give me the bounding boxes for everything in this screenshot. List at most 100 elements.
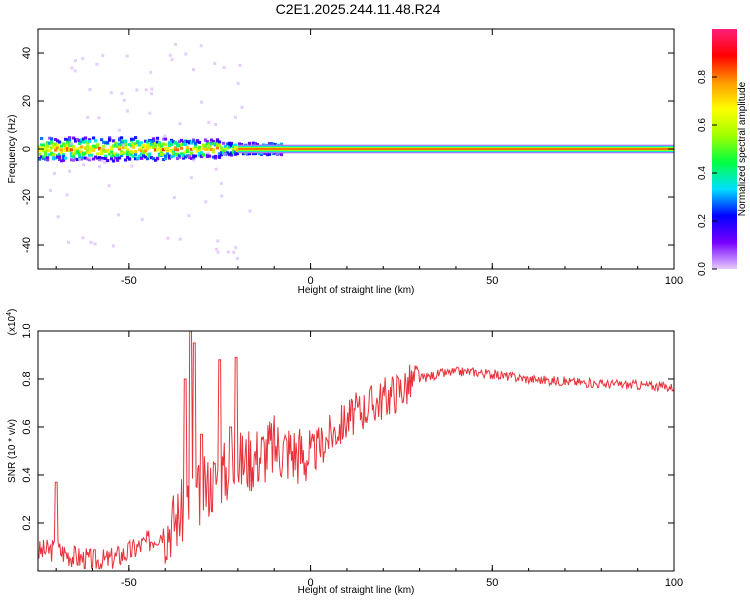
spectrogram-cell <box>149 156 154 160</box>
spectrogram-cell <box>187 141 192 145</box>
spectrogram-cell <box>137 148 142 152</box>
spectrogram-cell <box>39 146 44 150</box>
spectrogram-cell <box>215 139 220 143</box>
spectrogram-cell <box>119 154 124 158</box>
spectrogram-cell <box>111 139 116 143</box>
spectrogram-cell <box>65 144 70 148</box>
spectrogram-cell <box>95 145 100 149</box>
spectrogram-cell <box>45 145 50 149</box>
spectrogram-speck <box>214 247 218 251</box>
spectrogram-cell <box>95 156 100 160</box>
spectrogram-cell <box>209 142 214 146</box>
colorbar-tick-label: 0.0 <box>697 262 708 276</box>
spectrogram-cell <box>105 149 110 153</box>
spectrogram-speck <box>73 69 77 73</box>
spectrogram-cell <box>79 150 84 154</box>
spectrogram-cell <box>71 136 76 140</box>
spectrogram-speck <box>68 169 72 173</box>
spectrogram-cell <box>41 155 46 159</box>
spectrogram-cell <box>38 148 42 152</box>
spectrogram-speck <box>216 239 220 243</box>
spectrogram-cell <box>161 148 166 152</box>
spectrogram-cell <box>155 136 160 140</box>
spectrogram-cell <box>143 139 148 143</box>
spectrogram-speck <box>216 250 220 254</box>
spectrogram-cell <box>173 141 178 145</box>
spectrogram-cell <box>47 153 52 157</box>
spectrogram-cell <box>205 142 210 146</box>
spectrogram-cell <box>153 141 158 145</box>
spectrogram-speck <box>107 184 111 188</box>
spectrogram-speck <box>67 240 71 244</box>
spectrogram-speck <box>248 209 252 213</box>
spectrogram-cell <box>125 150 130 154</box>
spectrogram-cell <box>63 156 68 160</box>
spectrogram-cell <box>77 151 82 155</box>
spectrogram-cell <box>221 149 226 153</box>
spectrogram-cell <box>167 143 172 147</box>
spectrogram-cell <box>157 141 162 145</box>
spectrogram-cell <box>129 144 134 148</box>
spectrogram-cell <box>39 143 44 147</box>
spectrogram-cell <box>41 143 46 147</box>
spectrogram-cell <box>75 137 80 141</box>
spectrogram-cell <box>101 156 106 160</box>
snr-scale-exponent: 4 <box>6 312 13 316</box>
snr-plot-area <box>38 331 674 571</box>
spectrogram-cell <box>67 143 72 147</box>
spectrogram-cell <box>169 140 174 144</box>
spectrogram-cell <box>175 157 180 161</box>
spectrogram-cell <box>179 146 184 150</box>
spectrogram-cell <box>155 140 160 144</box>
spectrogram-cell <box>117 156 122 160</box>
spectrogram-cell <box>219 146 224 150</box>
spectrogram-cell <box>189 141 194 145</box>
spectrogram-cell <box>265 153 270 157</box>
spectrogram-cell <box>169 143 174 147</box>
spectrogram-cell <box>187 155 192 159</box>
snr-scale-base: (x10 <box>7 315 18 335</box>
spectrogram-cell <box>99 148 104 152</box>
spectrogram-cell <box>117 142 122 146</box>
spectrogram-cell <box>55 146 60 150</box>
spectrogram-cell <box>155 157 160 161</box>
spectrogram-cell <box>129 137 134 141</box>
spectrogram-cell <box>83 136 88 140</box>
spectrogram-cell <box>77 154 82 158</box>
spectrogram-cell <box>181 153 186 157</box>
spectrogram-cell <box>49 151 54 155</box>
spectrogram-cell <box>141 145 146 149</box>
spectrogram-cell <box>163 137 168 141</box>
spectrogram-cell <box>223 149 228 153</box>
spectrogram-speck <box>117 128 121 132</box>
spectrogram-cell <box>133 136 138 140</box>
spectrogram-cell <box>145 147 150 151</box>
spectrogram-cell <box>161 158 166 162</box>
spectrogram-cell <box>45 141 50 145</box>
spectrogram-cell <box>135 140 140 144</box>
spectrogram-cell <box>233 143 238 147</box>
spectrogram-speck <box>172 195 176 199</box>
spectrogram-cell <box>115 153 120 157</box>
spectrogram-cell <box>107 152 112 156</box>
spectrogram-cell <box>207 154 212 158</box>
spectrogram-cell <box>121 151 126 155</box>
spectrogram-cell <box>51 145 56 149</box>
spectrogram-cell <box>115 157 120 161</box>
snr-ytick-label: 1.0 <box>21 323 33 338</box>
spectrogram-cell <box>179 152 184 156</box>
spectrogram-speck <box>163 134 167 138</box>
spectrogram-cell <box>187 139 192 143</box>
spectrogram-cell <box>103 150 108 154</box>
spectrogram-cell <box>67 138 72 142</box>
spectrogram-cell <box>211 148 216 152</box>
spectrogram-cell <box>279 142 284 146</box>
spectrogram-cell <box>87 151 92 155</box>
spectrogram-cell <box>203 148 208 152</box>
snr-xtick-label: 0 <box>308 577 314 589</box>
spectrogram-cell <box>233 150 238 154</box>
snr-xtick-label: 50 <box>486 577 498 589</box>
spectrogram-cell <box>145 157 150 161</box>
spectrogram-speck <box>214 167 218 171</box>
spectrogram-cell <box>159 144 164 148</box>
